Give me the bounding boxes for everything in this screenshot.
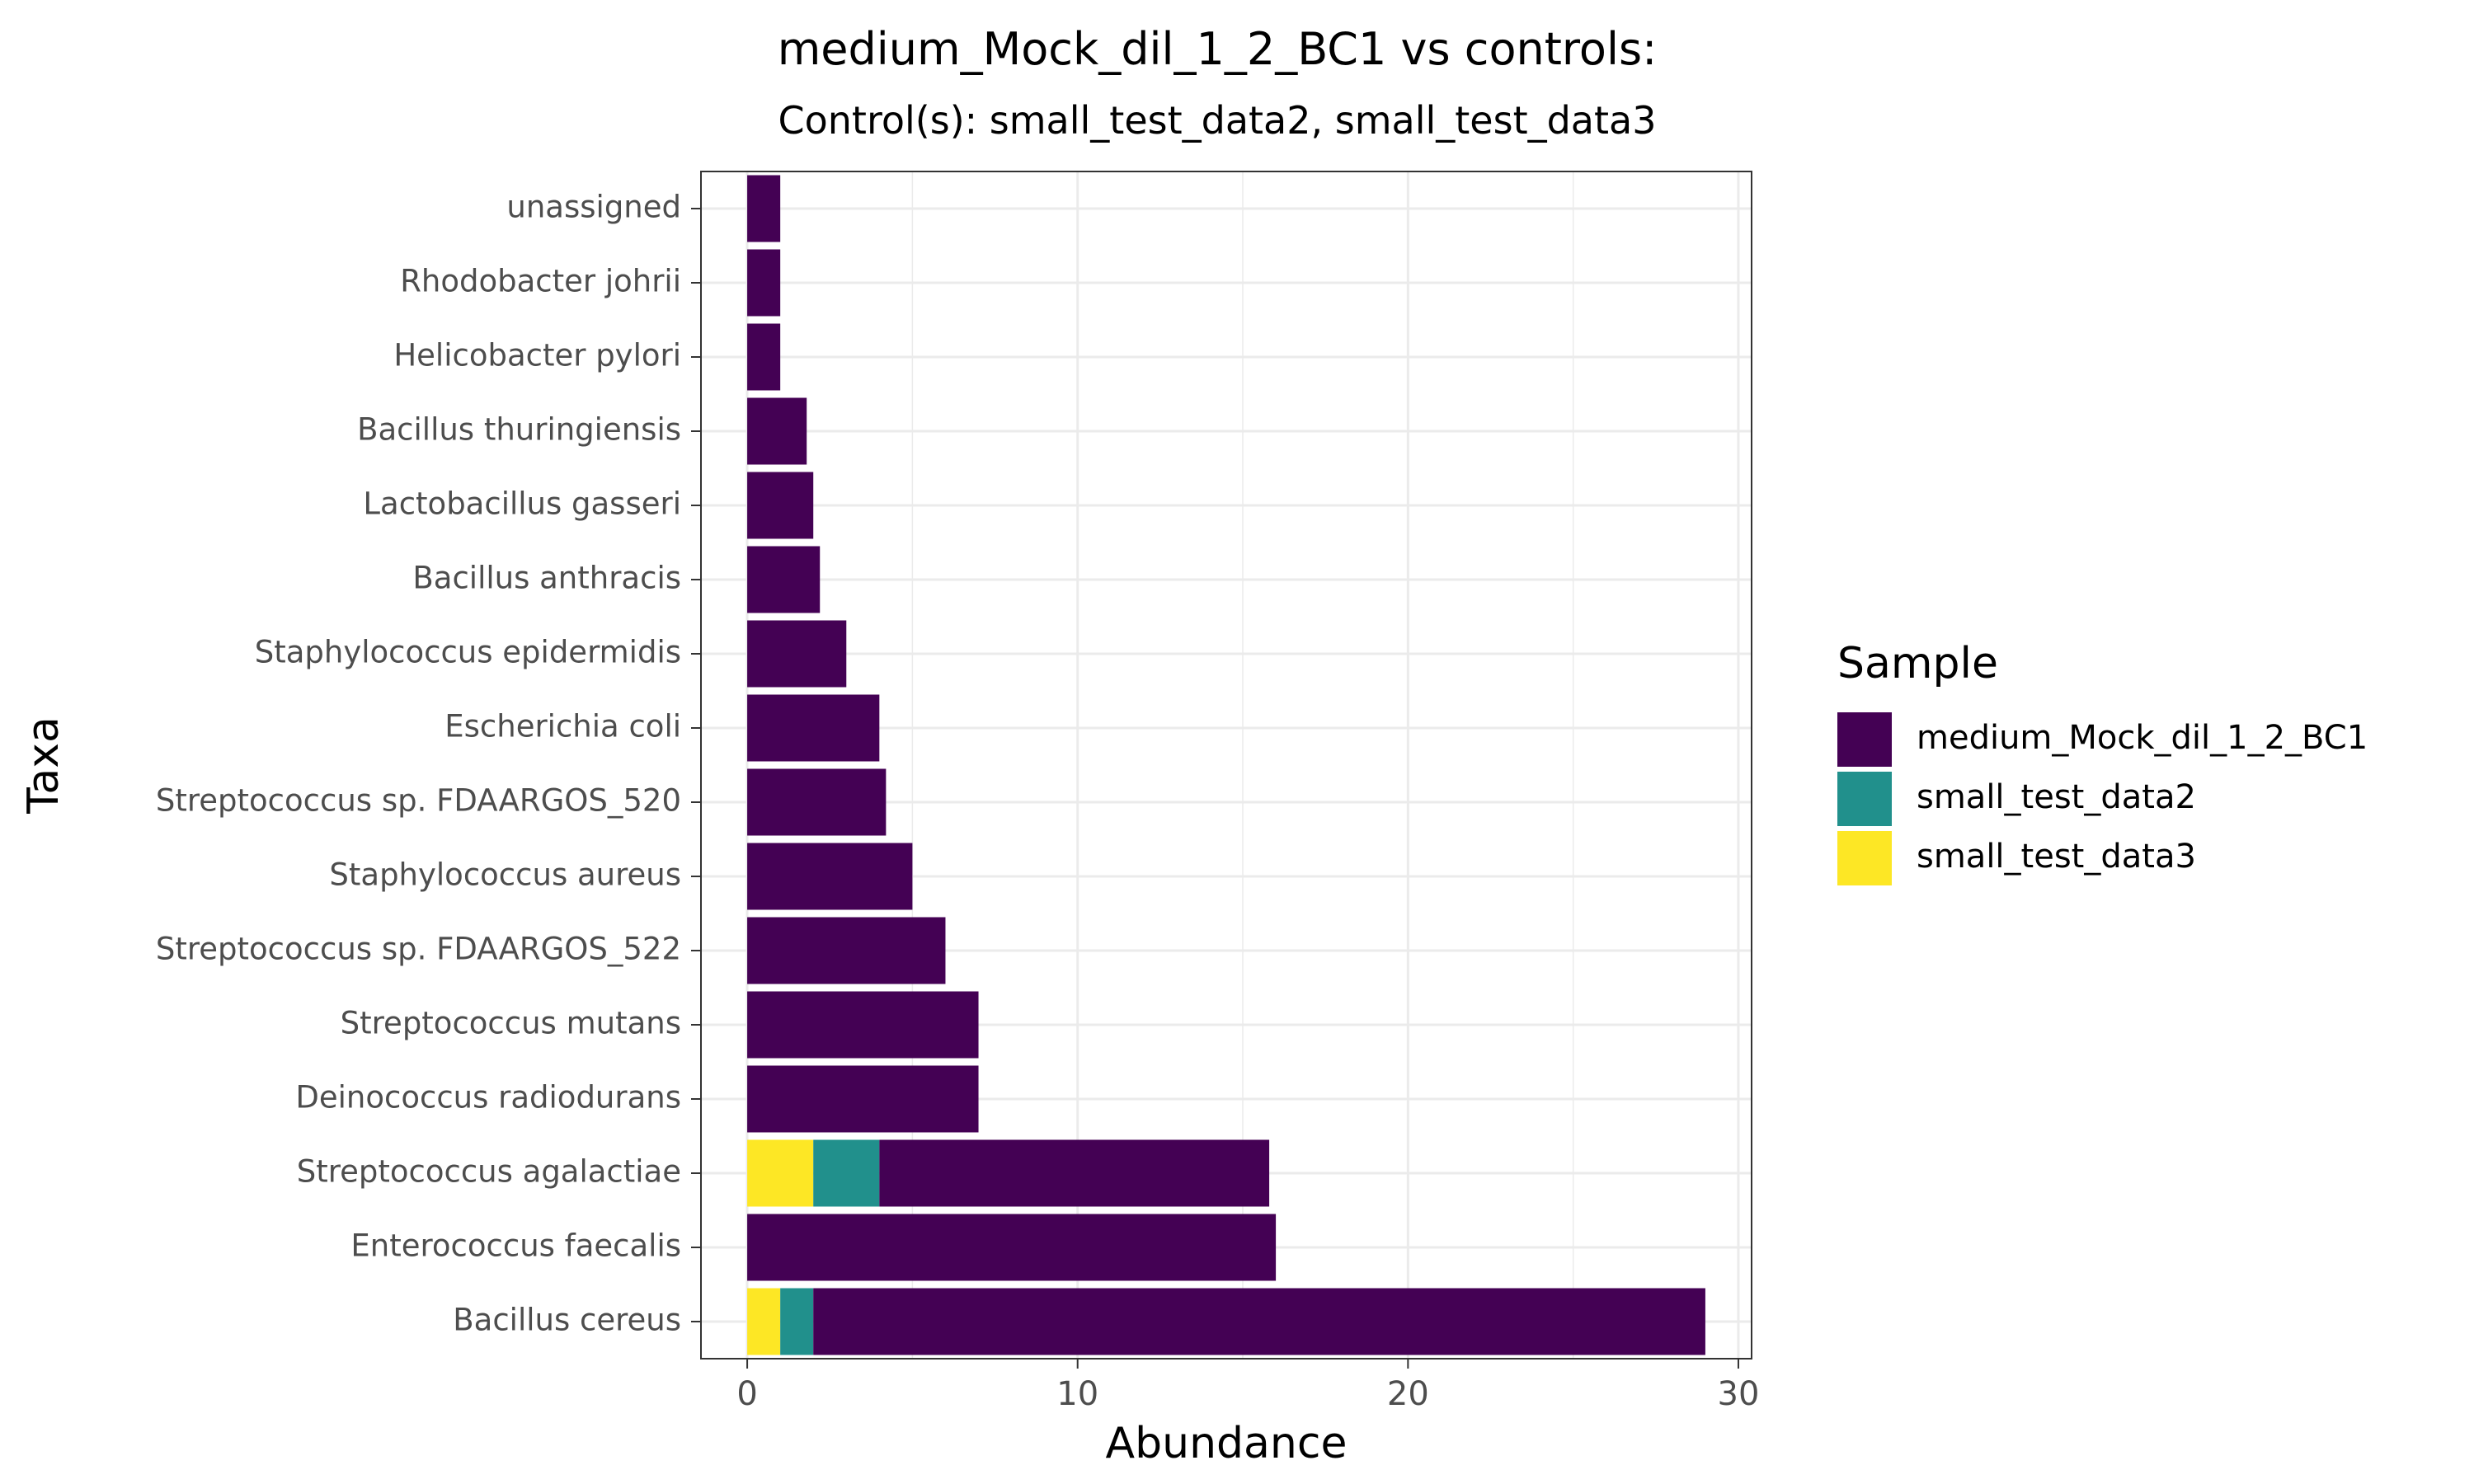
- bar-segment: [747, 397, 807, 465]
- bar-segment: [747, 249, 781, 317]
- bar-segment: [747, 175, 781, 242]
- y-tick-label: Staphylococcus epidermidis: [255, 635, 681, 670]
- y-tick-label: Helicobacter pylori: [393, 338, 681, 373]
- y-axis-title: Taxa: [19, 716, 68, 815]
- legend-label: medium_Mock_dil_1_2_BC1: [1917, 719, 2368, 757]
- bar-segment: [813, 1288, 1705, 1355]
- legend-label: small_test_data2: [1917, 778, 2196, 816]
- legend-label: small_test_data3: [1917, 838, 2196, 876]
- legend-key: [1837, 712, 1892, 767]
- bar-segment: [747, 472, 814, 539]
- bar-segment: [747, 768, 887, 836]
- bar-segment: [747, 1288, 781, 1355]
- y-tick-label: Staphylococcus aureus: [329, 857, 681, 893]
- y-tick-label: Streptococcus agalactiae: [297, 1154, 681, 1190]
- bar-segment: [813, 1139, 880, 1207]
- x-tick-label: 10: [1056, 1375, 1098, 1413]
- bars: [747, 175, 1705, 1355]
- bar-segment: [747, 1139, 814, 1207]
- x-tick-label: 20: [1387, 1375, 1429, 1413]
- y-tick-label: Bacillus anthracis: [412, 561, 681, 596]
- chart-title: medium_Mock_dil_1_2_BC1 vs controls:: [778, 23, 1658, 75]
- legend-key: [1837, 831, 1892, 885]
- bar-segment: [747, 1214, 1277, 1281]
- y-tick-label: Streptococcus sp. FDAARGOS_520: [156, 783, 681, 819]
- bar-segment: [780, 1288, 814, 1355]
- bar-segment: [747, 917, 946, 984]
- x-tick-label: 0: [736, 1375, 757, 1413]
- legend-key: [1837, 772, 1892, 826]
- x-axis-title: Abundance: [1106, 1419, 1348, 1468]
- bar-segment: [879, 1139, 1270, 1207]
- legend: Sample medium_Mock_dil_1_2_BC1 small_test…: [1837, 639, 2368, 885]
- bar-segment: [747, 620, 847, 688]
- y-tick-label: Streptococcus mutans: [341, 1006, 681, 1041]
- bar-segment: [747, 991, 979, 1059]
- y-tick-label: Streptococcus sp. FDAARGOS_522: [156, 932, 681, 967]
- plot-border: [700, 171, 1752, 1360]
- y-tick-label: Bacillus thuringiensis: [357, 412, 681, 448]
- bar-segment: [747, 546, 821, 613]
- chart-subtitle: Control(s): small_test_data2, small_test…: [778, 98, 1657, 143]
- legend-title: Sample: [1837, 639, 1998, 688]
- y-tick-label: Rhodobacter johrii: [400, 264, 681, 299]
- y-tick-label: unassigned: [506, 190, 681, 225]
- bar-segment: [747, 694, 880, 762]
- x-axis: 0 10 20 30: [736, 1359, 1759, 1413]
- y-tick-label: Escherichia coli: [444, 709, 681, 744]
- y-axis: unassigned Rhodobacter johrii Helicobacter…: [156, 190, 701, 1338]
- y-tick-label: Lactobacillus gasseri: [363, 486, 681, 522]
- bar-segment: [747, 1065, 979, 1133]
- bar-segment: [747, 843, 913, 910]
- y-tick-label: Enterococcus faecalis: [350, 1228, 681, 1264]
- y-tick-label: Bacillus cereus: [453, 1303, 681, 1338]
- bar-segment: [747, 323, 781, 391]
- y-tick-label: Deinococcus radiodurans: [295, 1080, 681, 1115]
- x-tick-label: 30: [1718, 1375, 1760, 1413]
